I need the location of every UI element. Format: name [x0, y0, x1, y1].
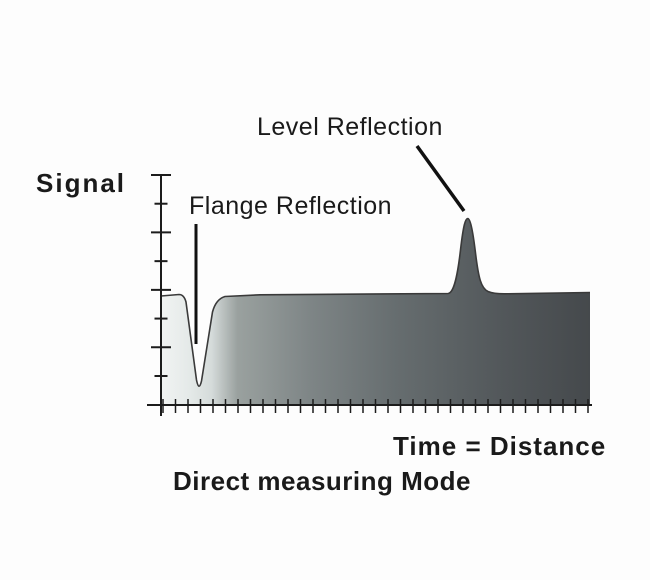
x-axis-ticks — [162, 399, 589, 413]
x-axis-label: Time = Distance — [393, 431, 607, 461]
signal-area — [161, 218, 590, 404]
annotation-level-reflection: Level Reflection — [257, 113, 443, 141]
y-axis-ticks — [151, 174, 171, 377]
y-axis-label: Signal — [36, 168, 127, 198]
signal-outline — [160, 217, 591, 388]
chart-caption: Direct measuring Mode — [173, 466, 472, 496]
level-pointer-line — [415, 144, 466, 213]
annotation-flange-reflection: Flange Reflection — [189, 192, 393, 220]
